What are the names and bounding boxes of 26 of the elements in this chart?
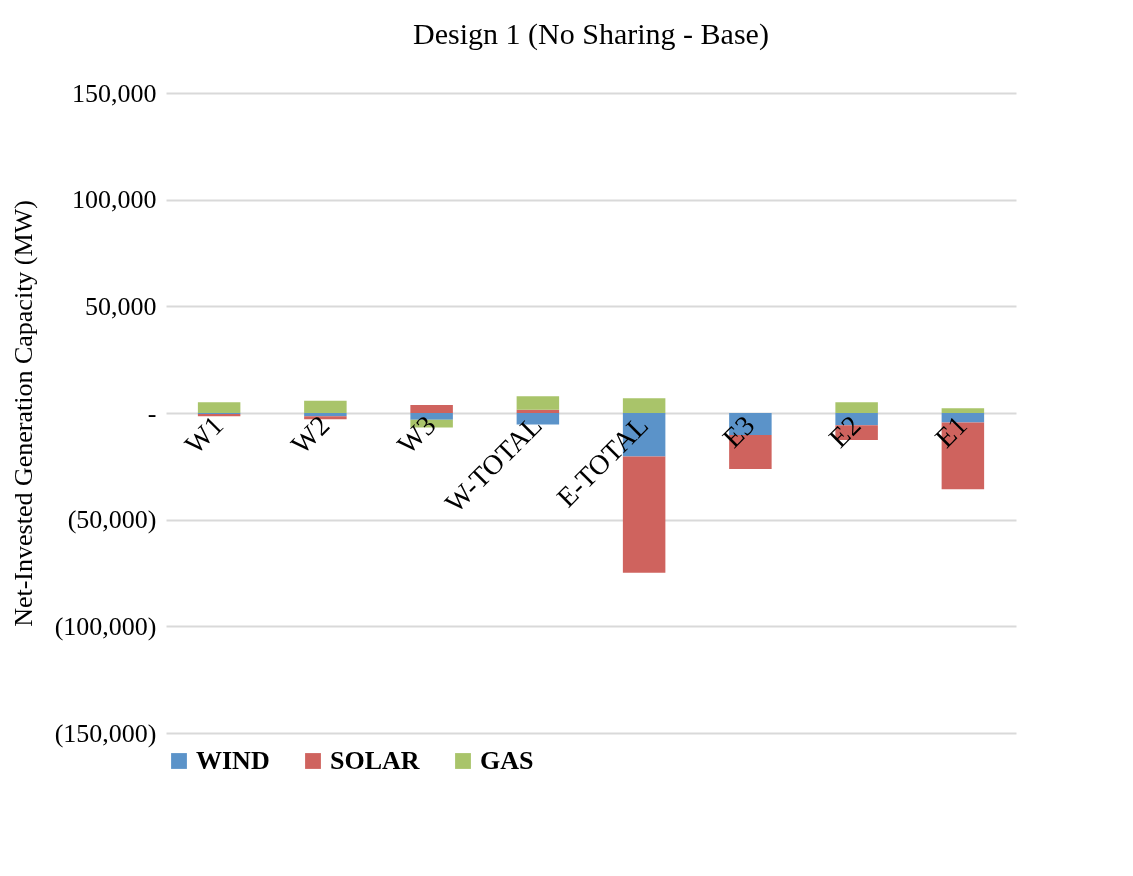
bar: [410, 405, 453, 413]
y-tick-label: (100,000): [54, 611, 157, 641]
chart-title: Design 1 (No Sharing - Base): [413, 17, 769, 51]
y-tick-label: 100,000: [72, 185, 157, 215]
legend-label: WIND: [196, 746, 270, 775]
legend-label: SOLAR: [330, 746, 420, 775]
x-tick-label: E3: [716, 409, 761, 454]
x-tick-label: W2: [284, 409, 336, 460]
y-tick-label: -: [147, 398, 157, 428]
legend-label: GAS: [480, 746, 534, 775]
bar: [835, 402, 878, 413]
bar: [197, 402, 241, 413]
x-tick-label: E2: [822, 409, 867, 454]
y-tick-label: (50,000): [67, 505, 157, 535]
y-axis-title: Net-Invested Generation Capacity (MW): [8, 200, 38, 627]
x-tick-label: E1: [928, 409, 973, 454]
x-tick-label: W3: [391, 409, 442, 460]
y-tick-label: (150,000): [54, 718, 157, 748]
bar: [622, 398, 666, 413]
y-tick-label: 150,000: [72, 78, 157, 108]
bar: [304, 400, 347, 413]
bar: [516, 396, 560, 410]
x-tick-label: W1: [178, 409, 230, 460]
bar: [516, 409, 560, 413]
y-tick-label: 50,000: [85, 291, 157, 321]
bar: [941, 408, 985, 413]
